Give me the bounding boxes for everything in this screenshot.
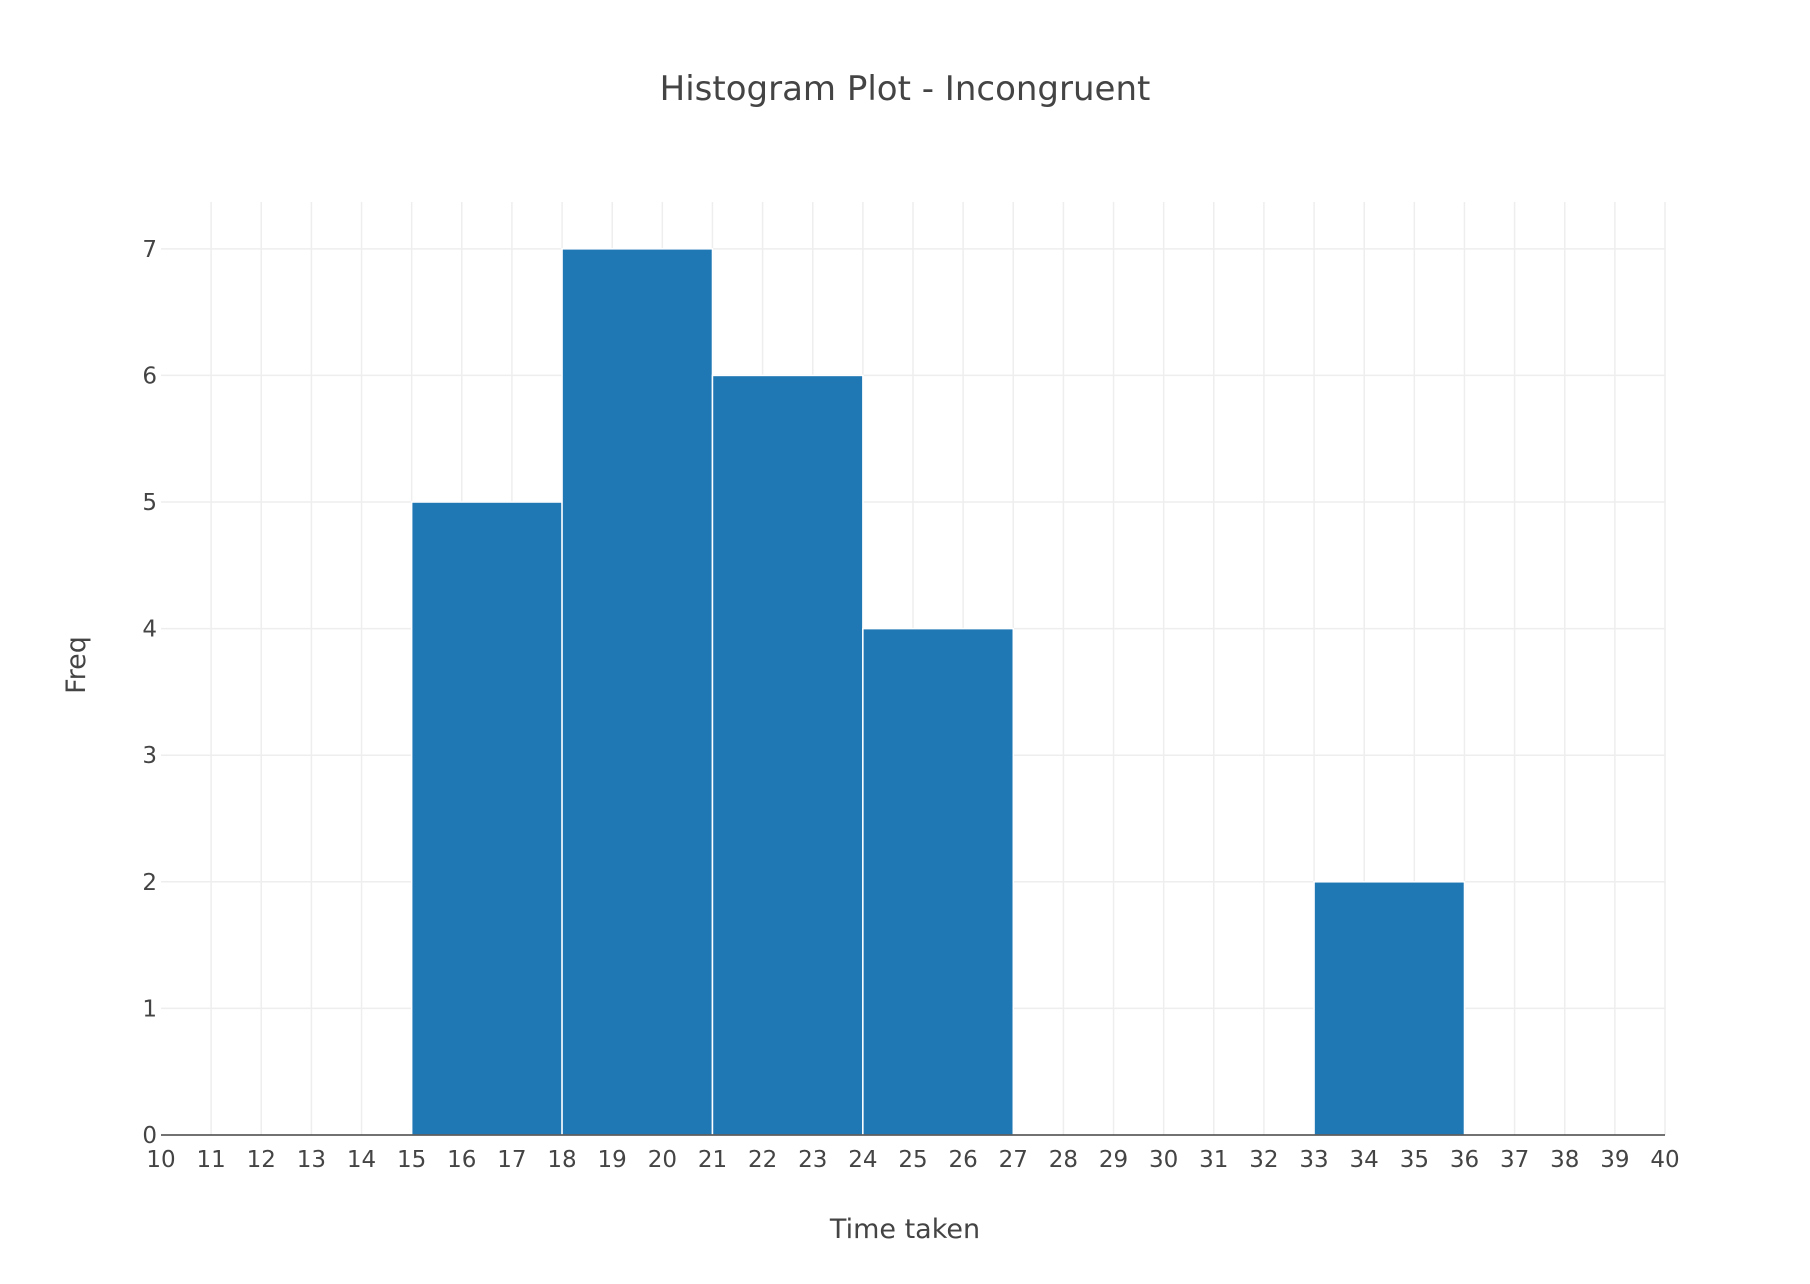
x-tick-label: 35 xyxy=(1400,1147,1429,1173)
x-tick-label: 26 xyxy=(948,1147,977,1173)
x-axis-title: Time taken xyxy=(829,1214,980,1245)
y-tick-label: 3 xyxy=(142,743,157,769)
x-tick-label: 34 xyxy=(1350,1147,1379,1173)
histogram-bar xyxy=(862,627,1015,1136)
histogram-bar xyxy=(711,374,864,1136)
chart-title: Histogram Plot - Incongruent xyxy=(660,69,1151,109)
histogram-bar xyxy=(410,501,563,1136)
y-tick-label: 7 xyxy=(142,237,157,263)
x-tick-label: 13 xyxy=(297,1147,326,1173)
x-tick-label: 20 xyxy=(648,1147,677,1173)
x-tick-labels: 10 11 12 13 14 15 16 17 18 19 20 21 22 23 24 25 26 27 28 29… xyxy=(146,1147,1679,1173)
x-tick-label: 27 xyxy=(999,1147,1028,1173)
x-tick-label: 32 xyxy=(1249,1147,1278,1173)
x-tick-label: 16 xyxy=(447,1147,476,1173)
x-tick-label: 15 xyxy=(397,1147,426,1173)
x-tick-label: 14 xyxy=(347,1147,376,1173)
x-tick-label: 31 xyxy=(1199,1147,1228,1173)
x-tick-label: 21 xyxy=(698,1147,727,1173)
x-tick-label: 40 xyxy=(1650,1147,1679,1173)
x-tick-label: 39 xyxy=(1600,1147,1629,1173)
x-tick-label: 10 xyxy=(146,1147,175,1173)
histogram-bar xyxy=(561,248,714,1136)
y-axis-title: Freq xyxy=(61,636,92,694)
x-tick-label: 23 xyxy=(798,1147,827,1173)
x-tick-label: 12 xyxy=(247,1147,276,1173)
x-tick-label: 11 xyxy=(196,1147,225,1173)
y-tick-label: 0 xyxy=(142,1123,157,1149)
x-tick-label: 30 xyxy=(1149,1147,1178,1173)
x-tick-label: 37 xyxy=(1500,1147,1529,1173)
x-tick-label: 38 xyxy=(1550,1147,1579,1173)
x-tick-label: 19 xyxy=(598,1147,627,1173)
histogram-bar xyxy=(1313,881,1466,1136)
x-tick-label: 22 xyxy=(748,1147,777,1173)
y-tick-label: 1 xyxy=(142,996,157,1022)
y-tick-label: 5 xyxy=(142,490,157,516)
y-tick-label: 2 xyxy=(142,870,157,896)
x-tick-label: 24 xyxy=(848,1147,877,1173)
x-tick-label: 17 xyxy=(497,1147,526,1173)
y-tick-label: 6 xyxy=(142,363,157,389)
x-tick-label: 28 xyxy=(1049,1147,1078,1173)
y-tick-labels: 0 1 2 3 4 5 6 7 xyxy=(142,237,157,1149)
x-tick-label: 33 xyxy=(1299,1147,1328,1173)
x-tick-label: 18 xyxy=(547,1147,576,1173)
bars xyxy=(410,248,1466,1136)
x-tick-label: 25 xyxy=(898,1147,927,1173)
x-tick-label: 36 xyxy=(1450,1147,1479,1173)
y-tick-label: 4 xyxy=(142,617,157,643)
x-tick-label: 29 xyxy=(1099,1147,1128,1173)
